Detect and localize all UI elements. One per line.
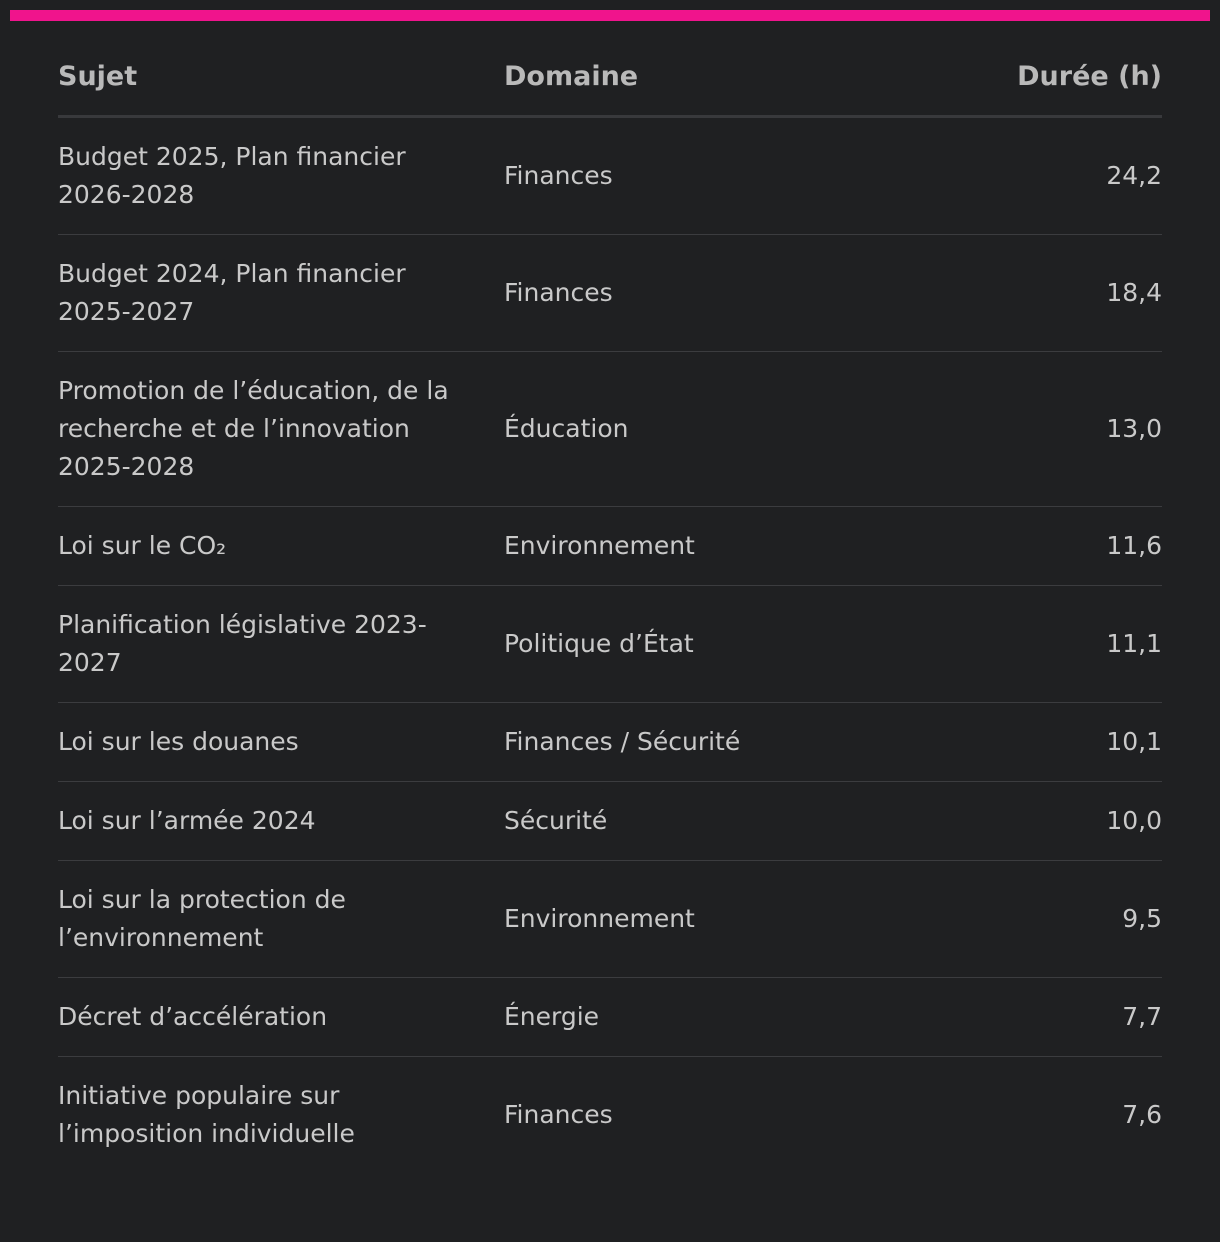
data-table: Sujet Domaine Durée (h) Budget 2025, Pla… <box>58 50 1162 1173</box>
table-row: Budget 2025, Plan financier 2026-2028 Fi… <box>58 116 1162 235</box>
cell-domain: Finances <box>504 234 904 352</box>
cell-subject: Promotion de l’éducation, de la recherch… <box>58 351 504 507</box>
cell-duration: 13,0 <box>904 351 1162 507</box>
cell-duration: 7,7 <box>904 977 1162 1057</box>
table-row: Loi sur le CO₂ Environnement 11,6 <box>58 506 1162 586</box>
cell-domain: Finances <box>504 116 904 235</box>
cell-subject: Décret d’accélération <box>58 977 504 1057</box>
table-header-row: Sujet Domaine Durée (h) <box>58 50 1162 118</box>
accent-bar <box>10 10 1210 21</box>
cell-duration: 7,6 <box>1122 1099 1162 1129</box>
cell-duration: 24,2 <box>904 116 1162 235</box>
cell-duration: 10,0 <box>904 781 1162 861</box>
cell-subject: Budget 2025, Plan financier 2026-2028 <box>58 116 504 235</box>
cell-subject: Planification législative 2023-2027 <box>58 585 504 703</box>
column-header-domain: Domaine <box>504 50 904 118</box>
cell-domain: Finances <box>504 1099 613 1129</box>
cell-subject: Initiative populaire sur l’imposition in… <box>58 1080 355 1148</box>
column-header-subject: Sujet <box>58 50 504 118</box>
cell-domain: Sécurité <box>504 781 904 861</box>
cell-duration: 11,1 <box>904 585 1162 703</box>
table-row: Loi sur l’armée 2024 Sécurité 10,0 <box>58 781 1162 861</box>
column-header-duration: Durée (h) <box>904 50 1162 118</box>
cell-subject: Budget 2024, Plan financier 2025-2027 <box>58 234 504 352</box>
table-row: Initiative populaire sur l’imposition in… <box>58 1056 1162 1173</box>
cell-domain: Environnement <box>504 506 904 586</box>
cell-duration: 11,6 <box>904 506 1162 586</box>
table-row: Décret d’accélération Énergie 7,7 <box>58 977 1162 1057</box>
cell-domain: Finances / Sécurité <box>504 702 904 782</box>
cell-domain: Politique d’État <box>504 585 904 703</box>
table-row: Planification législative 2023-2027 Poli… <box>58 585 1162 703</box>
table-row: Loi sur les douanes Finances / Sécurité … <box>58 702 1162 782</box>
cell-subject: Loi sur la protection de l’environnement <box>58 860 504 978</box>
table-row: Budget 2024, Plan financier 2025-2027 Fi… <box>58 234 1162 352</box>
table-row: Promotion de l’éducation, de la recherch… <box>58 351 1162 507</box>
cell-subject: Loi sur les douanes <box>58 702 504 782</box>
cell-subject: Loi sur l’armée 2024 <box>58 781 504 861</box>
cell-domain: Énergie <box>504 977 904 1057</box>
cell-domain: Environnement <box>504 860 904 978</box>
cell-duration: 18,4 <box>904 234 1162 352</box>
cell-duration: 10,1 <box>904 702 1162 782</box>
table-row: Loi sur la protection de l’environnement… <box>58 860 1162 978</box>
cell-subject: Loi sur le CO₂ <box>58 506 504 586</box>
cell-domain: Éducation <box>504 351 904 507</box>
cell-duration: 9,5 <box>904 860 1162 978</box>
